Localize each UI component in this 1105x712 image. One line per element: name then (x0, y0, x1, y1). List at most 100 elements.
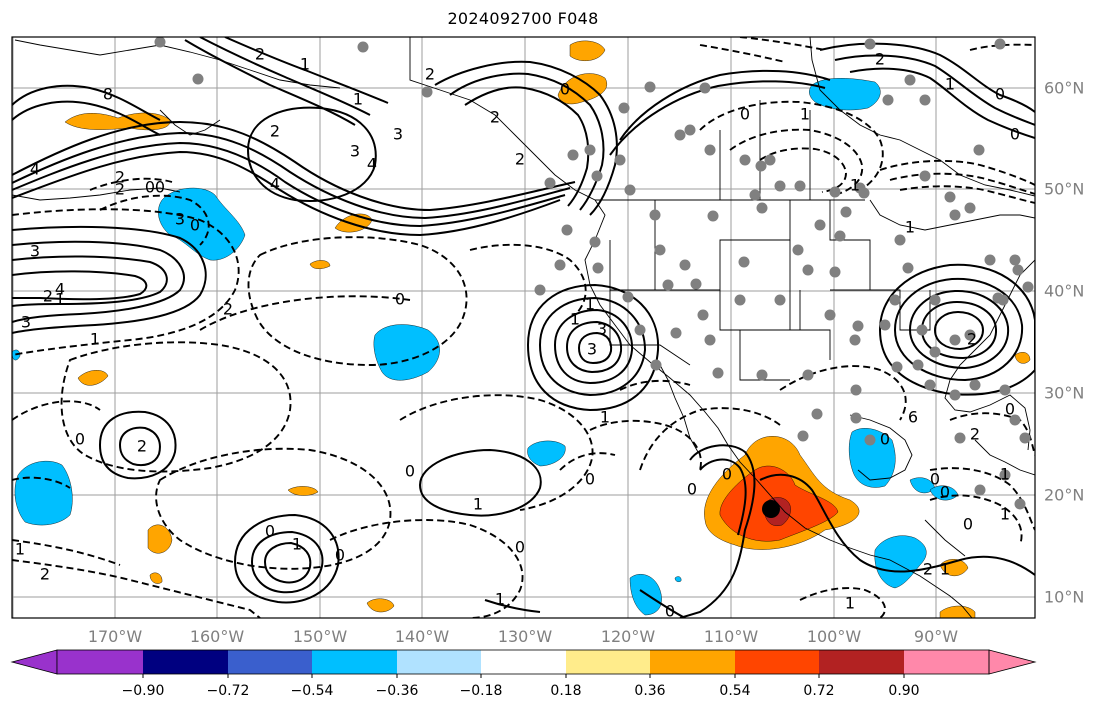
station-marker (891, 361, 903, 373)
colorbar-segment (819, 650, 904, 674)
colorbar-segment (735, 650, 819, 674)
contour-dashed (879, 159, 1035, 186)
station-marker (774, 294, 786, 306)
station-marker (704, 334, 716, 346)
coastline-segment (14, 39, 341, 89)
coastline-segment (869, 199, 1035, 231)
contour-dashed (12, 539, 121, 566)
contour-label: 0 (1010, 125, 1020, 144)
contour-label: 0 (740, 105, 750, 124)
station-marker (824, 309, 836, 321)
contour-solid (12, 270, 148, 301)
longitude-label: 170°W (87, 627, 143, 646)
contour-solid (233, 513, 340, 604)
coastline-segment (609, 290, 691, 366)
station-marker (889, 294, 901, 306)
contour-dashed (779, 365, 907, 421)
coastline-segment (870, 289, 931, 331)
contour-label: 0 (405, 462, 415, 481)
contour-solid (609, 80, 826, 156)
colorbar-tick-label: −0.90 (121, 683, 165, 699)
contour-label: 3 (175, 210, 185, 229)
contour-label: 0 (515, 538, 525, 557)
contour-label: 4 (270, 175, 280, 194)
station-marker (662, 279, 674, 291)
latitude-label: 20°N (1044, 485, 1085, 505)
contour-solid (484, 599, 541, 613)
station-markers (154, 37, 1034, 518)
latitude-label: 60°N (1044, 78, 1085, 98)
contour-dashed (929, 467, 1035, 531)
contour-label: 0 (560, 80, 570, 99)
contour-solid (199, 37, 371, 116)
contour-solid (12, 141, 566, 228)
contour-label: 0 (963, 515, 973, 534)
coastline-segment (789, 240, 831, 360)
contour-label: 2 (490, 108, 500, 127)
contour-label: 2 (43, 287, 53, 306)
contour-solid (118, 426, 161, 467)
station-marker (879, 319, 891, 331)
station-marker (994, 38, 1006, 50)
contour-solid (418, 448, 542, 517)
contour-label: 1 (570, 310, 580, 329)
station-marker (670, 327, 682, 339)
contour-label: 0 (155, 178, 165, 197)
coastline-segment (654, 200, 791, 291)
station-marker (712, 367, 724, 379)
contour-label: 4 (367, 155, 377, 174)
contour-solid (12, 131, 571, 220)
station-marker (834, 230, 846, 242)
station-marker (912, 359, 924, 371)
contour-label: 3 (350, 142, 360, 161)
contour-solid (12, 240, 185, 323)
longitude-label: 160°W (189, 627, 245, 646)
coastline-segment (409, 37, 851, 549)
colorbar-frame (56, 649, 990, 675)
station-marker (929, 346, 941, 358)
contour-label: 0 (1005, 400, 1015, 419)
anomaly-fill-region (287, 486, 319, 496)
coastline-segment (12, 187, 181, 201)
latitude-label: 40°N (1044, 281, 1085, 301)
contour-label: 0 (880, 430, 890, 449)
map-title: 2024092700 F048 (447, 9, 599, 28)
station-marker (738, 256, 750, 268)
station-marker (919, 170, 931, 182)
longitude-label: 90°W (913, 627, 959, 646)
station-marker (949, 209, 961, 221)
station-marker (984, 254, 996, 266)
station-marker (904, 74, 916, 86)
anomaly-fill-region (557, 73, 607, 105)
station-marker (567, 149, 579, 161)
anomaly-fill-region (874, 535, 927, 589)
station-marker (794, 180, 806, 192)
contour-solid (878, 263, 1035, 396)
station-marker (649, 209, 661, 221)
contour-label: 1 (845, 594, 855, 613)
station-marker (561, 224, 573, 236)
contour-solid (250, 530, 324, 594)
coastline-segment (974, 439, 1035, 476)
station-marker (850, 412, 862, 424)
contour-label: 1 (495, 590, 505, 609)
colorbar-segment (228, 650, 312, 674)
station-marker (969, 379, 981, 391)
contour-solid (98, 410, 177, 480)
contour-label: 0 (687, 480, 697, 499)
contour-solid (639, 589, 686, 618)
contour-dashed (929, 494, 1023, 546)
station-marker (707, 210, 719, 222)
station-marker (1012, 264, 1024, 276)
coastline-segment (659, 364, 699, 453)
contour-label: 0 (335, 546, 345, 565)
contour-label: 1 (600, 408, 610, 427)
contour-solid (920, 300, 998, 360)
station-marker (997, 294, 1009, 306)
contour-dashed (799, 587, 886, 618)
contour-dashed (559, 452, 616, 471)
station-marker (792, 244, 804, 256)
contour-label: 1 (473, 495, 483, 514)
station-marker (650, 359, 662, 371)
